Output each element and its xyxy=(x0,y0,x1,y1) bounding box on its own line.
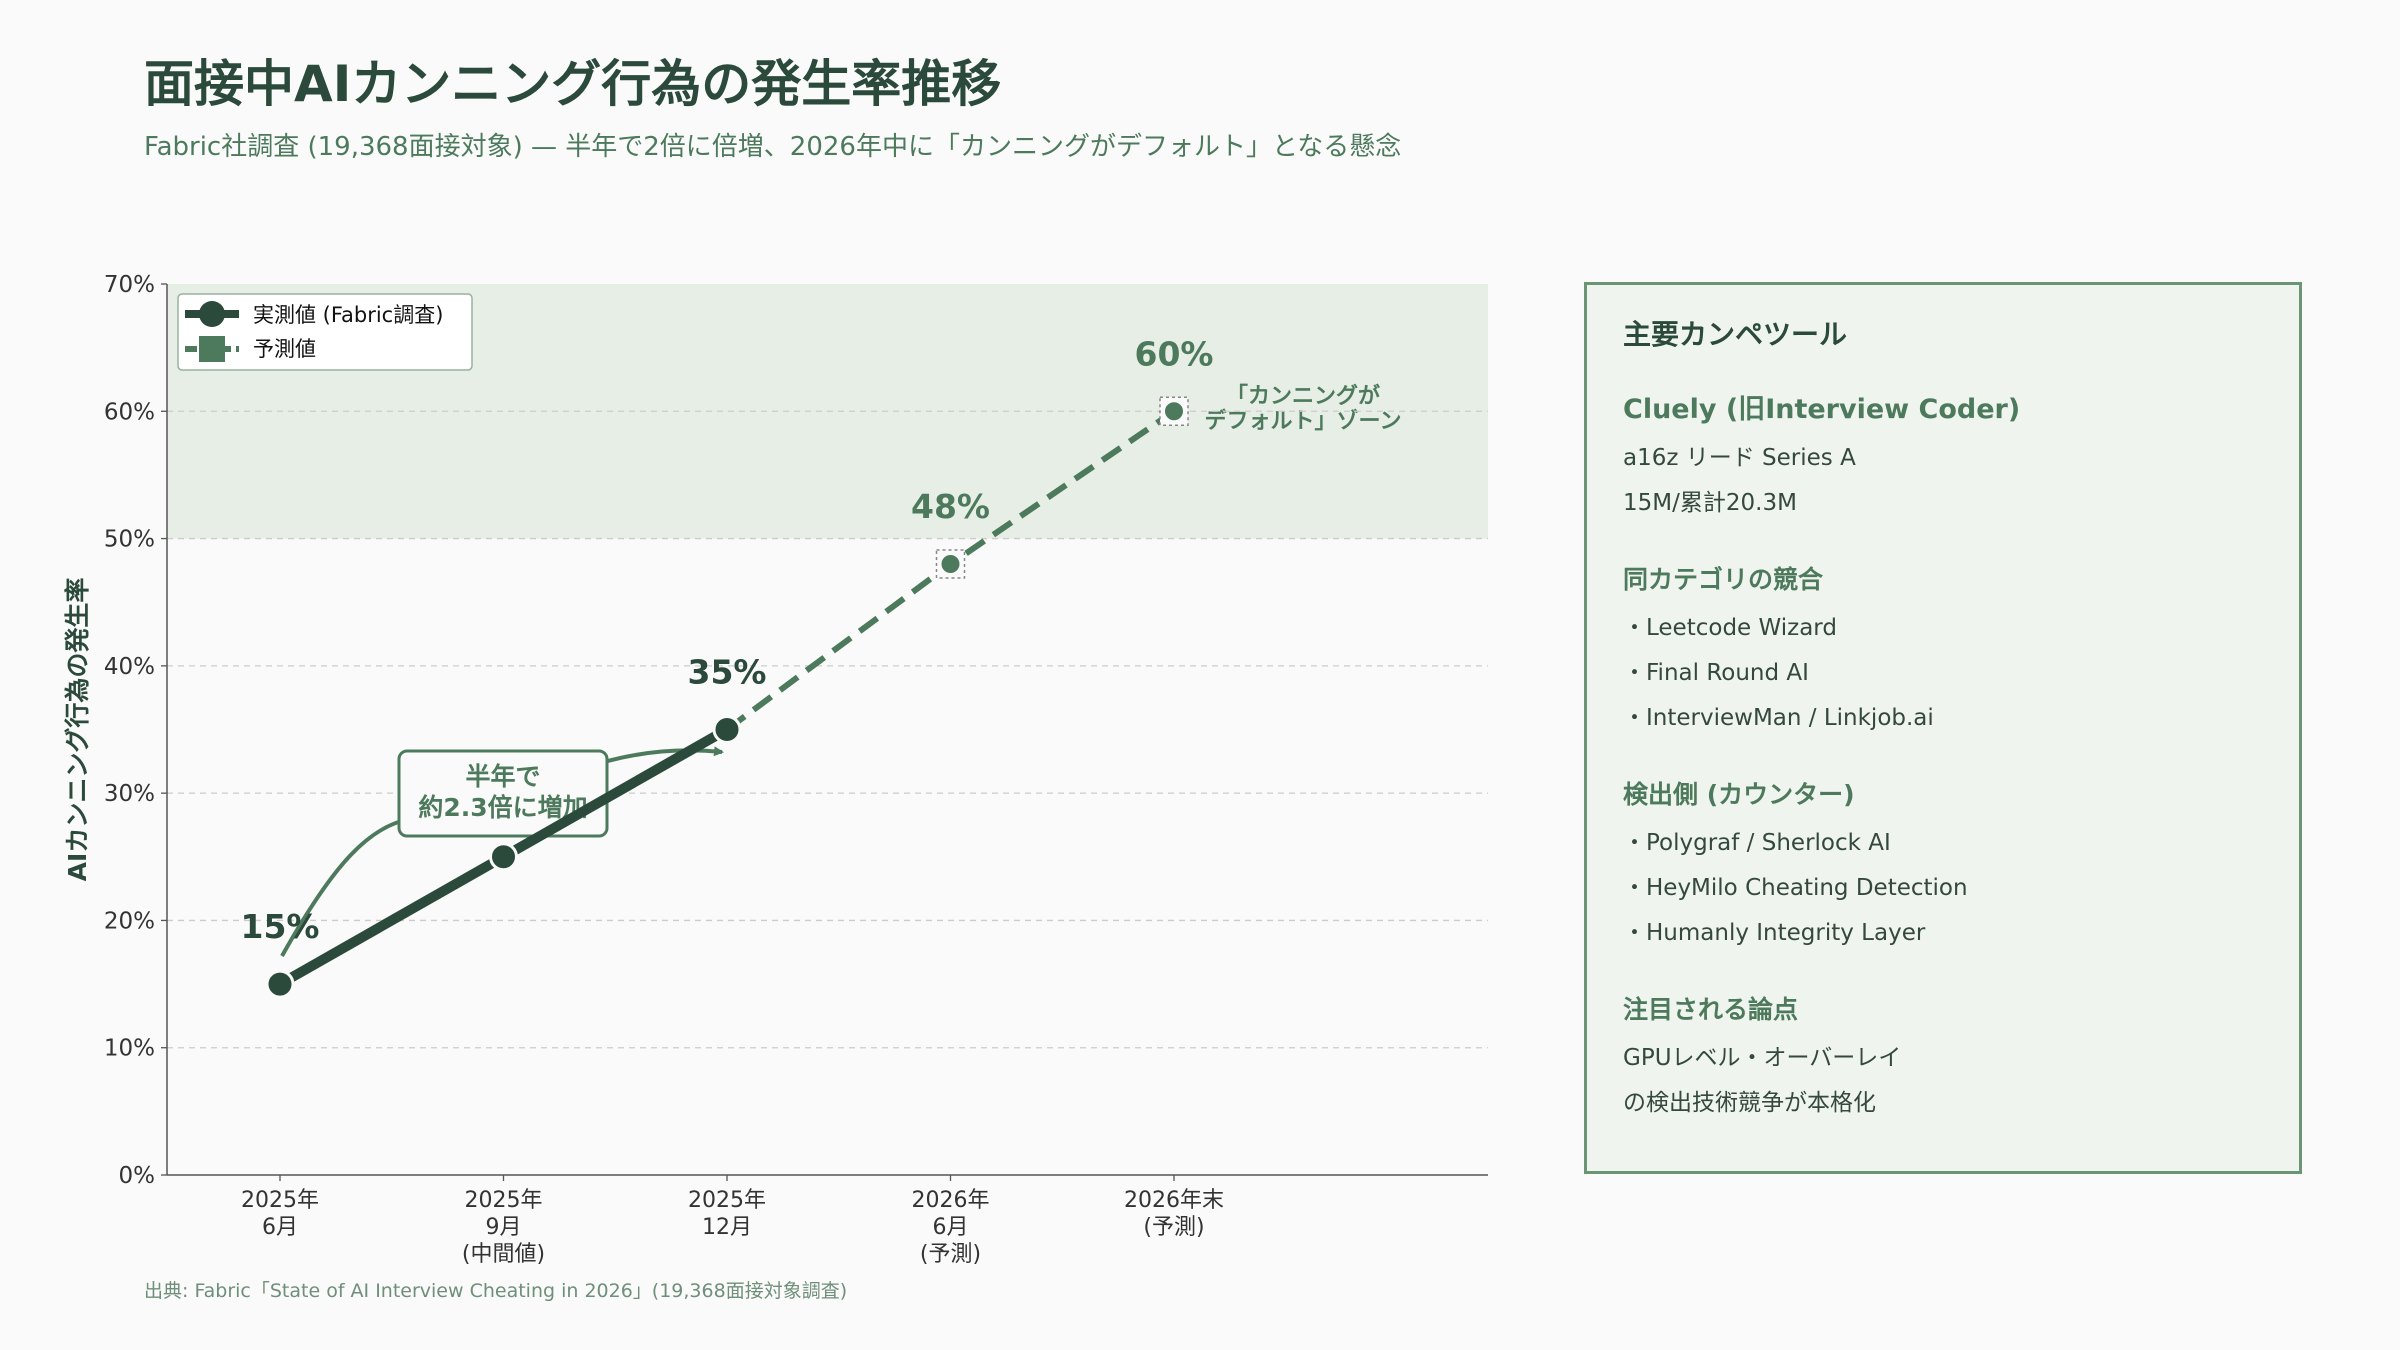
tools-panel: 主要カンペツール Cluely (旧Interview Coder) a16z リ… xyxy=(1584,282,2302,1174)
x-tick-label: 6月 xyxy=(933,1215,969,1240)
section-line: ・HeyMilo Cheating Detection xyxy=(1623,875,1968,901)
annotation-arrow xyxy=(603,746,724,764)
y-tick-label: 0% xyxy=(119,1163,156,1189)
x-tick-label: 2025年 xyxy=(688,1188,766,1213)
section-heading: 注目される論点 xyxy=(1623,995,1799,1024)
actual-point xyxy=(265,969,295,999)
line-chart: 「カンニングがデフォルト」ゾーン 0% 10% 20% 30% 40% 50% 60% 70%… xyxy=(63,272,1488,1267)
data-label: 35% xyxy=(688,653,767,692)
panel-section: 検出側 (カウンター) ・Polygraf / Sherlock AI ・HeyMi… xyxy=(1623,775,2263,956)
page-title: 面接中AIカンニング行為の発生率推移 xyxy=(144,55,1002,113)
section-line: ・Polygraf / Sherlock AI xyxy=(1623,830,1891,856)
panel-section: 注目される論点 GPUレベル・オーバーレイ の検出技術競争が本格化 xyxy=(1623,990,2263,1126)
x-tick-label: 2026年 xyxy=(912,1188,990,1213)
section-line: ・Humanly Integrity Layer xyxy=(1623,920,1926,946)
page-subtitle: Fabric社調査 (19,368面接対象) — 半年で2倍に倍増、2026年中… xyxy=(144,132,1402,162)
section-line: a16z リード Series A xyxy=(1623,445,1856,471)
y-tick-label: 30% xyxy=(104,781,155,807)
x-tick-label: 2025年 xyxy=(241,1188,319,1213)
legend-box xyxy=(177,293,473,371)
section-line: 15M/累計20.3M xyxy=(1623,490,1797,516)
x-tick-label: 12月 xyxy=(702,1215,752,1240)
x-tick-label: (中間値) xyxy=(462,1242,545,1267)
panel-section: 同カテゴリの競合 ・Leetcode Wizard ・Final Round AI ・… xyxy=(1623,560,2263,741)
zone-label: 「カンニングが xyxy=(1226,383,1380,409)
x-tick-label: (予測) xyxy=(1143,1215,1204,1240)
y-tick-label: 50% xyxy=(104,527,155,553)
legend-forecast-marker xyxy=(199,336,225,362)
section-heading: Cluely (旧Interview Coder) xyxy=(1623,394,2021,425)
x-tick-label: 9月 xyxy=(486,1215,522,1240)
x-tick-label: 6月 xyxy=(262,1215,298,1240)
section-line: ・InterviewMan / Linkjob.ai xyxy=(1623,705,1934,731)
data-label: 60% xyxy=(1135,334,1214,373)
zone-label: デフォルト」ゾーン xyxy=(1205,408,1402,434)
annotation-text: 約2.3倍に増加 xyxy=(418,793,587,822)
forecast-point xyxy=(937,551,964,578)
panel-section: Cluely (旧Interview Coder) a16z リード Series… xyxy=(1623,387,2263,526)
section-heading: 検出側 (カウンター) xyxy=(1623,780,1855,809)
y-tick-label: 20% xyxy=(104,908,155,934)
y-tick-label: 40% xyxy=(104,654,155,680)
legend-actual-marker xyxy=(199,301,225,327)
section-line: ・Final Round AI xyxy=(1623,660,1809,686)
y-tick-label: 10% xyxy=(104,1036,155,1062)
section-line: GPUレベル・オーバーレイ xyxy=(1623,1045,1902,1071)
y-tick-label: 70% xyxy=(104,272,155,298)
forecast-point xyxy=(1161,398,1187,425)
x-tick-label: 2025年 xyxy=(465,1188,543,1213)
panel-sections: Cluely (旧Interview Coder) a16z リード Series… xyxy=(1623,387,2263,1126)
section-line: の検出技術競争が本格化 xyxy=(1623,1090,1876,1116)
x-tick-label: (予測) xyxy=(920,1242,981,1267)
panel-title: 主要カンペツール xyxy=(1623,318,1848,351)
legend-actual-label: 実測値 (Fabric調査) xyxy=(253,303,443,327)
data-label: 48% xyxy=(911,487,990,526)
actual-point xyxy=(489,842,518,872)
legend-forecast-label: 予測値 xyxy=(253,337,316,361)
source-note: 出典: Fabric「State of AI Interview Cheatin… xyxy=(144,1280,848,1302)
data-label: 15% xyxy=(241,907,320,946)
actual-point xyxy=(712,715,742,744)
y-tick-label: 60% xyxy=(104,399,155,425)
annotation-text: 半年で xyxy=(465,762,540,791)
y-axis-title: AIカンニング行為の発生率 xyxy=(63,578,92,882)
section-heading: 同カテゴリの競合 xyxy=(1623,565,1824,594)
x-tick-label: 2026年末 xyxy=(1124,1188,1224,1213)
section-line: ・Leetcode Wizard xyxy=(1623,615,1837,641)
